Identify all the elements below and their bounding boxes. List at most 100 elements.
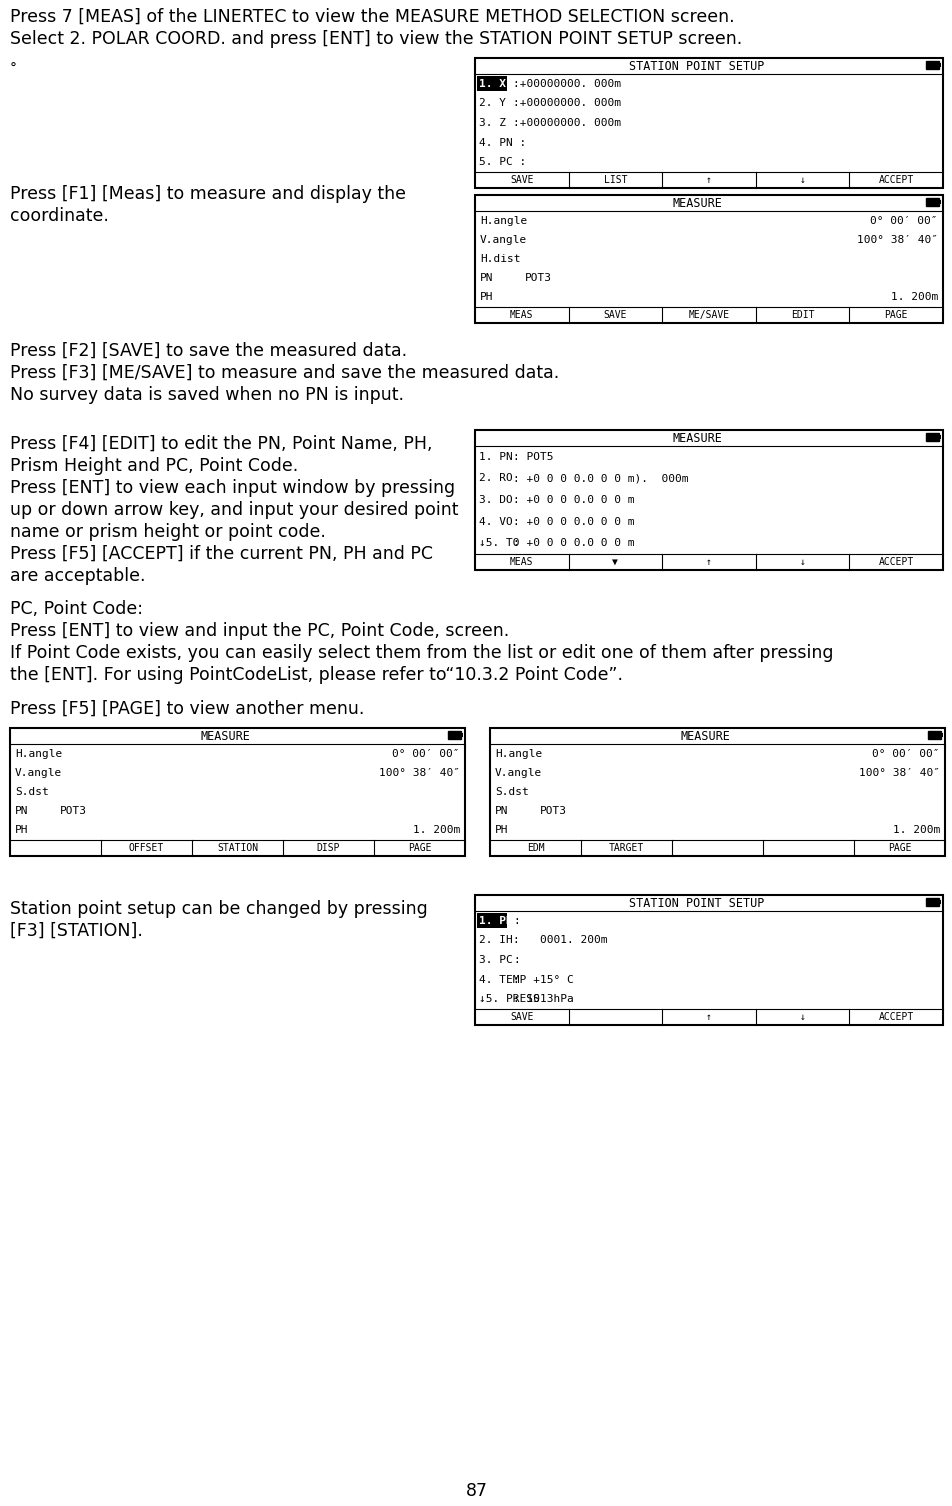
Text: STATION POINT SETUP: STATION POINT SETUP bbox=[628, 896, 764, 910]
Text: : +0 0 0 0.0 0 0 m).  000m: : +0 0 0 0.0 0 0 m). 000m bbox=[512, 473, 687, 483]
Text: POT3: POT3 bbox=[540, 806, 566, 816]
Text: PH: PH bbox=[494, 825, 508, 836]
Text: :: : bbox=[512, 955, 519, 965]
Text: S.dst: S.dst bbox=[15, 788, 49, 797]
Bar bbox=[938, 435, 940, 440]
Text: PAGE: PAGE bbox=[887, 843, 910, 852]
Text: MEASURE: MEASURE bbox=[671, 196, 722, 209]
Text: PN: PN bbox=[480, 273, 493, 283]
Bar bbox=[940, 733, 942, 736]
Text: 4. PN :: 4. PN : bbox=[479, 137, 526, 148]
Text: : POT5: : POT5 bbox=[512, 452, 553, 462]
Bar bbox=[925, 898, 938, 907]
Text: SAVE: SAVE bbox=[509, 175, 533, 185]
Text: : 1013hPa: : 1013hPa bbox=[512, 994, 573, 1005]
Text: Station point setup can be changed by pressing: Station point setup can be changed by pr… bbox=[10, 901, 427, 919]
Bar bbox=[474, 59, 942, 188]
Text: 0° 00′ 00″: 0° 00′ 00″ bbox=[392, 748, 460, 759]
Text: up or down arrow key, and input your desired point: up or down arrow key, and input your des… bbox=[10, 501, 458, 520]
Bar bbox=[474, 431, 942, 569]
Text: PC, Point Code:: PC, Point Code: bbox=[10, 599, 143, 617]
Bar bbox=[477, 77, 506, 92]
Bar bbox=[10, 727, 465, 855]
Text: 4. VO: 4. VO bbox=[479, 517, 512, 527]
Bar bbox=[925, 434, 938, 441]
Text: [F3] [STATION].: [F3] [STATION]. bbox=[10, 922, 143, 940]
Text: the [ENT]. For using PointCodeList, please refer to“10.3.2 Point Code”.: the [ENT]. For using PointCodeList, plea… bbox=[10, 666, 623, 684]
Bar bbox=[474, 194, 942, 322]
Bar bbox=[938, 63, 940, 66]
Text: 3. PC: 3. PC bbox=[479, 955, 512, 965]
Text: 1. PN: 1. PN bbox=[479, 452, 512, 462]
Text: 4. TEMP: 4. TEMP bbox=[479, 974, 526, 985]
Text: H.dist: H.dist bbox=[480, 255, 520, 264]
Bar bbox=[925, 62, 938, 69]
Text: OFFSET: OFFSET bbox=[129, 843, 164, 852]
Text: are acceptable.: are acceptable. bbox=[10, 566, 146, 584]
Text: 1. 200m: 1. 200m bbox=[892, 825, 939, 836]
Text: PN: PN bbox=[494, 806, 508, 816]
Text: ACCEPT: ACCEPT bbox=[878, 175, 913, 185]
Text: °: ° bbox=[10, 62, 17, 75]
Text: 2. IH: 2. IH bbox=[479, 935, 512, 946]
Text: ↑: ↑ bbox=[705, 175, 711, 185]
Text: DISP: DISP bbox=[316, 843, 340, 852]
Text: ▼: ▼ bbox=[612, 557, 618, 566]
Text: H.angle: H.angle bbox=[480, 215, 526, 226]
Bar bbox=[925, 197, 938, 206]
Text: Press [F3] [ME/SAVE] to measure and save the measured data.: Press [F3] [ME/SAVE] to measure and save… bbox=[10, 364, 559, 383]
Text: TARGET: TARGET bbox=[608, 843, 644, 852]
Text: PH: PH bbox=[15, 825, 29, 836]
Text: MEASURE: MEASURE bbox=[671, 432, 722, 444]
Text: H.angle: H.angle bbox=[15, 748, 62, 759]
Text: PAGE: PAGE bbox=[883, 310, 907, 319]
Text: name or prism height or point code.: name or prism height or point code. bbox=[10, 523, 326, 541]
Text: coordinate.: coordinate. bbox=[10, 206, 109, 224]
Text: ↓: ↓ bbox=[799, 557, 804, 566]
Text: SAVE: SAVE bbox=[509, 1012, 533, 1023]
Text: : +0 0 0 0.0 0 0 m: : +0 0 0 0.0 0 0 m bbox=[512, 517, 634, 527]
Text: STATION POINT SETUP: STATION POINT SETUP bbox=[628, 60, 764, 72]
Text: H.angle: H.angle bbox=[494, 748, 542, 759]
Text: V.angle: V.angle bbox=[480, 235, 526, 245]
Text: V.angle: V.angle bbox=[494, 768, 542, 777]
Text: 0° 00′ 00″: 0° 00′ 00″ bbox=[869, 215, 937, 226]
Text: 2. RO: 2. RO bbox=[479, 473, 512, 483]
Text: S.dst: S.dst bbox=[494, 788, 528, 797]
Text: Press [F5] [PAGE] to view another menu.: Press [F5] [PAGE] to view another menu. bbox=[10, 700, 364, 718]
Text: ↓5. TO: ↓5. TO bbox=[479, 538, 519, 548]
Text: PAGE: PAGE bbox=[407, 843, 431, 852]
Text: Press [F4] [EDIT] to edit the PN, Point Name, PH,: Press [F4] [EDIT] to edit the PN, Point … bbox=[10, 435, 432, 453]
Text: :+00000000. 000m: :+00000000. 000m bbox=[512, 78, 621, 89]
Text: PN: PN bbox=[15, 806, 29, 816]
Text: LIST: LIST bbox=[603, 175, 626, 185]
Text: 100° 38′ 40″: 100° 38′ 40″ bbox=[856, 235, 937, 245]
Text: 1. PN: 1. PN bbox=[479, 916, 512, 926]
Text: :: : bbox=[512, 916, 519, 926]
Text: STATION: STATION bbox=[217, 843, 258, 852]
Text: ↓: ↓ bbox=[799, 175, 804, 185]
Text: EDIT: EDIT bbox=[790, 310, 814, 319]
Text: Press [ENT] to view and input the PC, Point Code, screen.: Press [ENT] to view and input the PC, Po… bbox=[10, 622, 508, 640]
Text: :+00000000. 000m: :+00000000. 000m bbox=[512, 98, 621, 108]
Bar bbox=[461, 733, 463, 736]
Text: 100° 38′ 40″: 100° 38′ 40″ bbox=[858, 768, 939, 777]
Bar bbox=[477, 914, 506, 928]
Text: ↓5. PRESS: ↓5. PRESS bbox=[479, 994, 539, 1005]
Text: ↑: ↑ bbox=[705, 1012, 711, 1023]
Text: Select 2. POLAR COORD. and press [ENT] to view the STATION POINT SETUP screen.: Select 2. POLAR COORD. and press [ENT] t… bbox=[10, 30, 742, 48]
Text: ACCEPT: ACCEPT bbox=[878, 557, 913, 566]
Text: Press 7 [MEAS] of the LINERTEC to view the MEASURE METHOD SELECTION screen.: Press 7 [MEAS] of the LINERTEC to view t… bbox=[10, 8, 734, 26]
Text: ME/SAVE: ME/SAVE bbox=[687, 310, 729, 319]
Text: POT3: POT3 bbox=[60, 806, 87, 816]
Bar bbox=[927, 730, 940, 739]
Text: Press [F5] [ACCEPT] if the current PN, PH and PC: Press [F5] [ACCEPT] if the current PN, P… bbox=[10, 545, 432, 563]
Text: Press [ENT] to view each input window by pressing: Press [ENT] to view each input window by… bbox=[10, 479, 455, 497]
Text: If Point Code exists, you can easily select them from the list or edit one of th: If Point Code exists, you can easily sel… bbox=[10, 645, 833, 663]
Text: 3. Z: 3. Z bbox=[479, 117, 506, 128]
Text: ↓: ↓ bbox=[799, 1012, 804, 1023]
Text: : +0 0 0 0.0 0 0 m: : +0 0 0 0.0 0 0 m bbox=[512, 495, 634, 505]
Text: ↑: ↑ bbox=[705, 557, 711, 566]
Text: : +0 0 0 0.0 0 0 m: : +0 0 0 0.0 0 0 m bbox=[512, 538, 634, 548]
Bar bbox=[938, 200, 940, 203]
